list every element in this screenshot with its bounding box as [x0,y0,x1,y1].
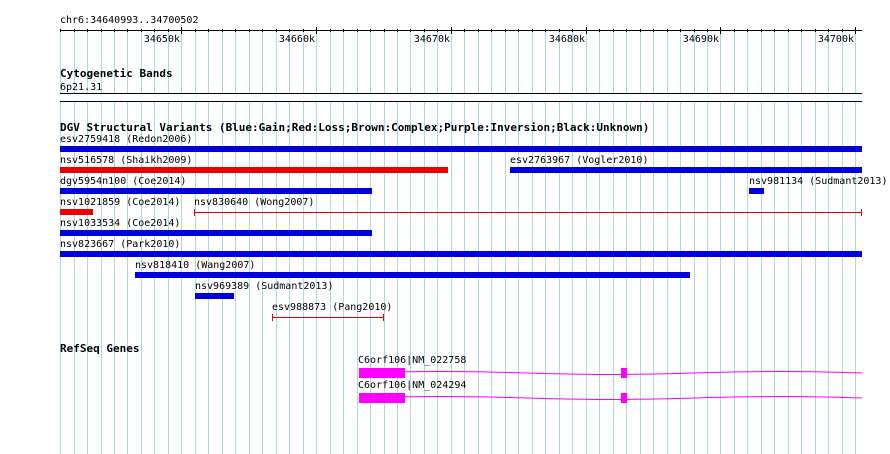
refseq-gene-label: C6orf106|NM_022758 [358,355,467,366]
ruler-tick-label: 34660k [278,34,315,45]
refseq-gene-model[interactable] [359,366,863,380]
exon-block [359,368,405,378]
dgv-feature-label: nsv830640 (Wong2007) [194,197,315,208]
dgv-feature-label: nsv1033534 (Coe2014) [60,218,181,229]
dgv-feature-bar[interactable] [60,230,372,236]
refseq-track-title: RefSeq Genes [60,342,140,355]
dgv-feature-label: esv2759418 (Redon2006) [60,134,193,145]
dgv-feature-bar[interactable] [60,146,862,152]
dgv-feature-line[interactable] [272,313,385,321]
dgv-feature-label: esv988873 (Pang2010) [272,302,393,313]
dgv-feature-label: nsv516578 (Shaikh2009) [60,155,193,166]
dgv-feature-label: nsv823667 (Park2010) [60,239,181,250]
cytoband-label: 6p21.31 [60,82,103,93]
exon-block [621,393,627,403]
dgv-feature-bar[interactable] [135,272,690,278]
intron-line [359,371,863,375]
dgv-feature-label: nsv818410 (Wang2007) [135,260,256,271]
exon-block [621,368,627,378]
cytoband-bar[interactable] [60,93,862,102]
dgv-feature-label: nsv1021859 (Coe2014) [60,197,181,208]
dgv-feature-bar[interactable] [195,293,234,299]
refseq-gene-model[interactable] [359,391,863,405]
dgv-feature-label: nsv981134 (Sudmant2013) [749,176,888,187]
dgv-feature-bar[interactable] [60,251,862,257]
ruler-tick-label: 34690k [682,34,719,45]
refseq-gene-label: C6orf106|NM_024294 [358,380,467,391]
dgv-feature-label: esv2763967 (Vogler2010) [510,155,649,166]
dgv-feature-bar[interactable] [60,209,93,215]
ruler-tick-label: 34650k [143,34,180,45]
dgv-feature-bar[interactable] [510,167,862,173]
region-label: chr6:34640993..34700502 [60,15,199,26]
ruler-tick-label: 34680k [548,34,585,45]
ruler-tick-label: 34700k [817,34,854,45]
dgv-track-title: DGV Structural Variants (Blue:Gain;Red:L… [60,121,650,134]
ruler-tick-label: 34670k [413,34,450,45]
cytoband-track-title: Cytogenetic Bands [60,67,173,80]
intron-line [359,396,863,400]
dgv-feature-line[interactable] [194,208,863,216]
exon-block [359,393,405,403]
dgv-feature-bar[interactable] [60,188,372,194]
dgv-feature-bar[interactable] [60,167,448,173]
dgv-feature-label: nsv969389 (Sudmant2013) [195,281,334,292]
dgv-feature-label: dgv5954n100 (Coe2014) [60,176,187,187]
ruler [60,27,862,34]
dgv-feature-bar[interactable] [749,188,764,194]
